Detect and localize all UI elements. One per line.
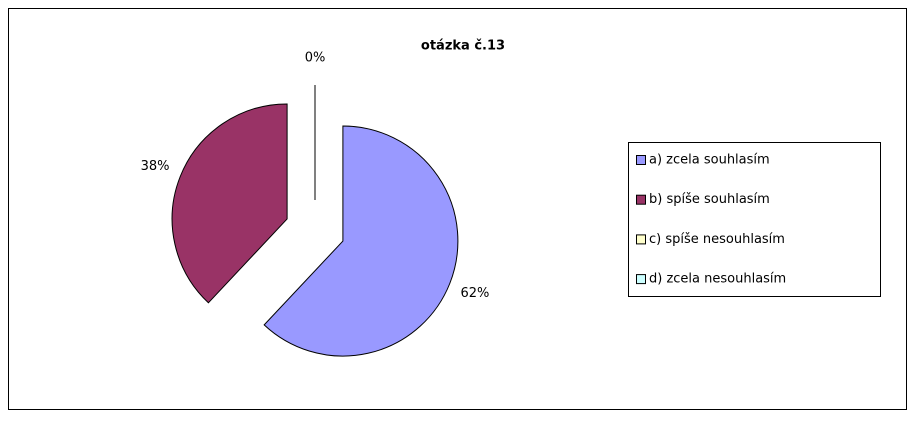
legend-label: d) zcela nesouhlasím xyxy=(649,272,786,287)
legend-swatch xyxy=(636,194,646,205)
legend-swatch xyxy=(636,234,646,245)
legend-swatch xyxy=(636,155,646,165)
legend-swatch xyxy=(636,274,646,285)
pie-slice xyxy=(171,103,288,304)
legend-label: b) spíše souhlasím xyxy=(649,192,770,207)
data-label: 62% xyxy=(460,286,489,301)
data-label: 0% xyxy=(305,51,326,66)
legend-label: a) zcela souhlasím xyxy=(649,153,770,168)
legend-label: c) spíše nesouhlasím xyxy=(649,232,785,247)
data-label: 38% xyxy=(141,159,170,174)
pie-slice xyxy=(263,125,459,357)
chart-title: otázka č.13 xyxy=(421,39,505,54)
legend-box xyxy=(628,142,881,297)
